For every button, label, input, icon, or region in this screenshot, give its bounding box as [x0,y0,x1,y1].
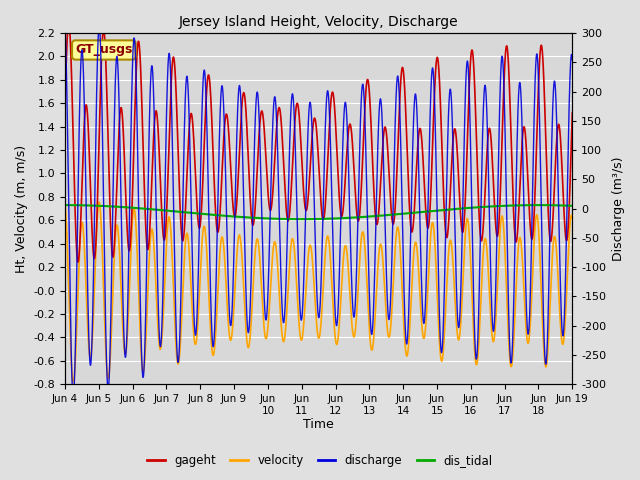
Y-axis label: Discharge (m³/s): Discharge (m³/s) [612,156,625,261]
Legend: gageht, velocity, discharge, dis_tidal: gageht, velocity, discharge, dis_tidal [142,449,498,472]
X-axis label: Time: Time [303,419,334,432]
Text: GT_usgs: GT_usgs [75,44,132,57]
Y-axis label: Ht, Velocity (m, m/s): Ht, Velocity (m, m/s) [15,144,28,273]
Title: Jersey Island Height, Velocity, Discharge: Jersey Island Height, Velocity, Discharg… [179,15,458,29]
